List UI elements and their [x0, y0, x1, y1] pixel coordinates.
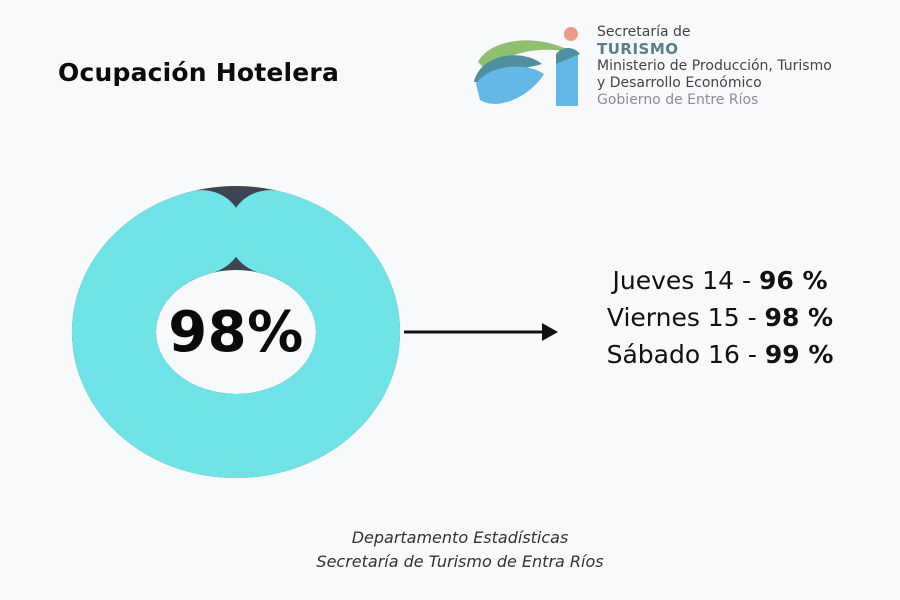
day-value: 99 % [764, 340, 834, 369]
day-value: 96 % [758, 266, 828, 295]
logo-line-secretaria: Secretaría de [597, 24, 691, 40]
logo-text: Secretaría de TURISMO Ministerio de Prod… [597, 24, 832, 109]
donut-filled-slice [72, 190, 400, 478]
daily-occupancy-list: Jueves 14 - 96 % Viernes 15 - 98 % Sábad… [580, 262, 860, 373]
occupancy-donut-chart [72, 186, 400, 478]
logo-line-desarrollo: y Desarrollo Económico [597, 75, 762, 91]
turismo-logo-icon [474, 27, 580, 106]
logo-line-ministerio: Ministerio de Producción, Turismo [597, 58, 832, 74]
day-row-jueves: Jueves 14 - 96 % [580, 262, 860, 299]
day-row-viernes: Viernes 15 - 98 % [580, 299, 860, 336]
footer-line-departamento: Departamento Estadísticas [351, 528, 569, 547]
day-label: Sábado 16 - [606, 340, 765, 369]
day-label: Jueves 14 - [612, 266, 759, 295]
donut-center-value: 98% [168, 300, 304, 365]
logo-line-turismo: TURISMO [597, 40, 679, 58]
day-row-sabado: Sábado 16 - 99 % [580, 336, 860, 373]
footer: Departamento Estadísticas Secretaría de … [0, 526, 900, 574]
page-title: Ocupación Hotelera [58, 58, 340, 87]
day-value: 98 % [764, 303, 834, 332]
footer-line-secretaria: Secretaría de Turismo de Entra Ríos [316, 552, 604, 571]
arrow-icon [404, 323, 558, 341]
logo-line-gobierno: Gobierno de Entre Ríos [597, 92, 759, 108]
day-label: Viernes 15 - [606, 303, 765, 332]
